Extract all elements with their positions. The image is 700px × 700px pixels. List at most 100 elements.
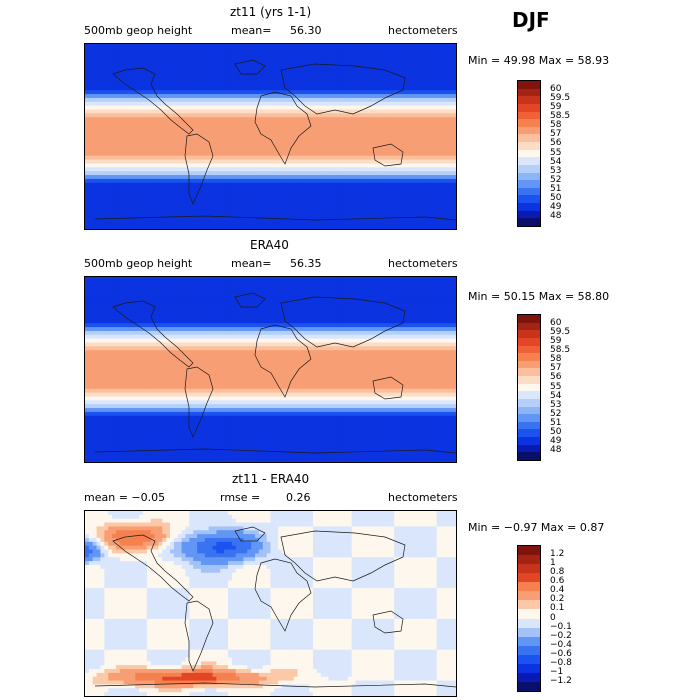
colorbar-swatch bbox=[518, 111, 540, 120]
colorbar-swatch bbox=[518, 564, 540, 574]
panel-3-stat-label: rmse = bbox=[220, 491, 261, 504]
colorbar-tick-label: 50 bbox=[550, 426, 562, 437]
colorbar-swatch bbox=[518, 672, 540, 682]
colorbar-tick-label: 56 bbox=[550, 138, 562, 149]
colorbar-swatch bbox=[518, 452, 540, 460]
colorbar-tick-label: 53 bbox=[550, 165, 562, 176]
colorbar-swatch bbox=[518, 315, 540, 323]
colorbar-tick-label: 53 bbox=[550, 399, 562, 410]
colorbar-tick-label: −0.6 bbox=[550, 648, 572, 659]
panel-1-variable: 500mb geop height bbox=[84, 24, 193, 37]
colorbar-swatch bbox=[518, 149, 540, 158]
colorbar-tick-label: 58.5 bbox=[550, 345, 571, 356]
colorbar-swatch bbox=[518, 406, 540, 415]
colorbar-tick-label: 0.2 bbox=[550, 594, 565, 605]
colorbar-tick-label: 60 bbox=[550, 84, 562, 95]
colorbar-tick-label: 50 bbox=[550, 192, 562, 203]
colorbar-swatch bbox=[518, 444, 540, 453]
colorbar-tick-label: 58.5 bbox=[550, 111, 571, 122]
colorbar-swatch bbox=[518, 555, 540, 565]
colorbar-swatch bbox=[518, 172, 540, 181]
colorbar-tick-label: 48 bbox=[550, 210, 562, 221]
colorbar-swatch bbox=[518, 627, 540, 637]
colorbar-tick-label: 48 bbox=[550, 444, 562, 455]
panel-3-mean: mean = −0.05 bbox=[84, 491, 166, 504]
colorbar-tick-label: 58 bbox=[550, 120, 562, 131]
colorbar-swatch bbox=[518, 645, 540, 655]
panel-2-stat-value: 56.35 bbox=[290, 257, 322, 270]
colorbar-swatch bbox=[518, 353, 540, 361]
colorbar-tick-label: −0.1 bbox=[550, 621, 572, 632]
panel-1-colorbar bbox=[517, 80, 541, 227]
panel-2-variable: 500mb geop height bbox=[84, 257, 193, 270]
colorbar-swatch bbox=[518, 398, 540, 407]
colorbar-tick-label: 57 bbox=[550, 129, 562, 140]
colorbar-tick-label: 49 bbox=[550, 201, 562, 212]
colorbar-swatch bbox=[518, 591, 540, 601]
colorbar-swatch bbox=[518, 546, 540, 556]
colorbar-tick-label: 51 bbox=[550, 417, 562, 428]
colorbar-tick-label: −0.8 bbox=[550, 657, 572, 668]
colorbar-swatch bbox=[518, 600, 540, 610]
colorbar-tick-label: −1.2 bbox=[550, 675, 572, 686]
colorbar-tick-label: 54 bbox=[550, 390, 562, 401]
colorbar-tick-label: 59.5 bbox=[550, 93, 571, 104]
colorbar-tick-label: 52 bbox=[550, 174, 562, 185]
panel-3-map bbox=[84, 510, 457, 697]
colorbar-swatch bbox=[518, 391, 540, 399]
colorbar-swatch bbox=[518, 429, 540, 437]
colorbar-swatch bbox=[518, 421, 540, 430]
colorbar-swatch bbox=[518, 383, 540, 392]
colorbar-swatch bbox=[518, 126, 540, 135]
colorbar-swatch bbox=[518, 330, 540, 338]
colorbar-tick-label: 54 bbox=[550, 156, 562, 167]
colorbar-swatch bbox=[518, 164, 540, 173]
colorbar-tick-label: 55 bbox=[550, 147, 562, 158]
colorbar-swatch bbox=[518, 636, 540, 646]
colorbar-swatch bbox=[518, 376, 540, 384]
colorbar-swatch bbox=[518, 203, 540, 211]
coastlines bbox=[94, 526, 456, 688]
colorbar-tick-label: 58 bbox=[550, 354, 562, 365]
colorbar-swatch bbox=[518, 187, 540, 196]
colorbar-swatch bbox=[518, 96, 540, 104]
panel-2-units: hectometers bbox=[388, 257, 458, 270]
colorbar-tick-label: 1 bbox=[550, 558, 556, 569]
colorbar-swatch bbox=[518, 618, 540, 628]
panel-1-map bbox=[84, 43, 457, 230]
panel-3-units: hectometers bbox=[388, 491, 458, 504]
colorbar-swatch bbox=[518, 654, 540, 664]
colorbar-tick-label: −0.4 bbox=[550, 639, 572, 650]
colorbar-tick-label: 59 bbox=[550, 336, 562, 347]
colorbar-swatch bbox=[518, 609, 540, 619]
colorbar-tick-label: 56 bbox=[550, 372, 562, 383]
colorbar-tick-label: 0.4 bbox=[550, 585, 565, 596]
colorbar-tick-label: 1.2 bbox=[550, 549, 565, 560]
colorbar-tick-label: 0.1 bbox=[550, 603, 565, 614]
panel-1-title: zt11 (yrs 1-1) bbox=[230, 5, 312, 19]
coastlines bbox=[94, 59, 456, 221]
panel-2-title: ERA40 bbox=[250, 238, 289, 252]
colorbar-tick-label: 59.5 bbox=[550, 327, 571, 338]
colorbar-swatch bbox=[518, 322, 540, 331]
colorbar-tick-label: 51 bbox=[550, 183, 562, 194]
colorbar-swatch bbox=[518, 134, 540, 142]
panel-1-units: hectometers bbox=[388, 24, 458, 37]
colorbar-swatch bbox=[518, 210, 540, 219]
colorbar-swatch bbox=[518, 368, 540, 376]
colorbar-swatch bbox=[518, 663, 540, 673]
colorbar-swatch bbox=[518, 119, 540, 127]
colorbar-swatch bbox=[518, 195, 540, 203]
panel-1-stat-value: 56.30 bbox=[290, 24, 322, 37]
coastlines bbox=[94, 292, 456, 454]
colorbar-tick-label: 55 bbox=[550, 381, 562, 392]
colorbar-swatch bbox=[518, 360, 540, 369]
colorbar-tick-label: 60 bbox=[550, 318, 562, 329]
panel-3-minmax: Min = −0.97 Max = 0.87 bbox=[468, 521, 605, 534]
colorbar-tick-label: 0 bbox=[550, 612, 556, 623]
season-label: DJF bbox=[512, 8, 550, 32]
colorbar-tick-label: 52 bbox=[550, 408, 562, 419]
panel-2-colorbar bbox=[517, 314, 541, 461]
colorbar-swatch bbox=[518, 345, 540, 354]
colorbar-tick-label: 0.8 bbox=[550, 567, 565, 578]
